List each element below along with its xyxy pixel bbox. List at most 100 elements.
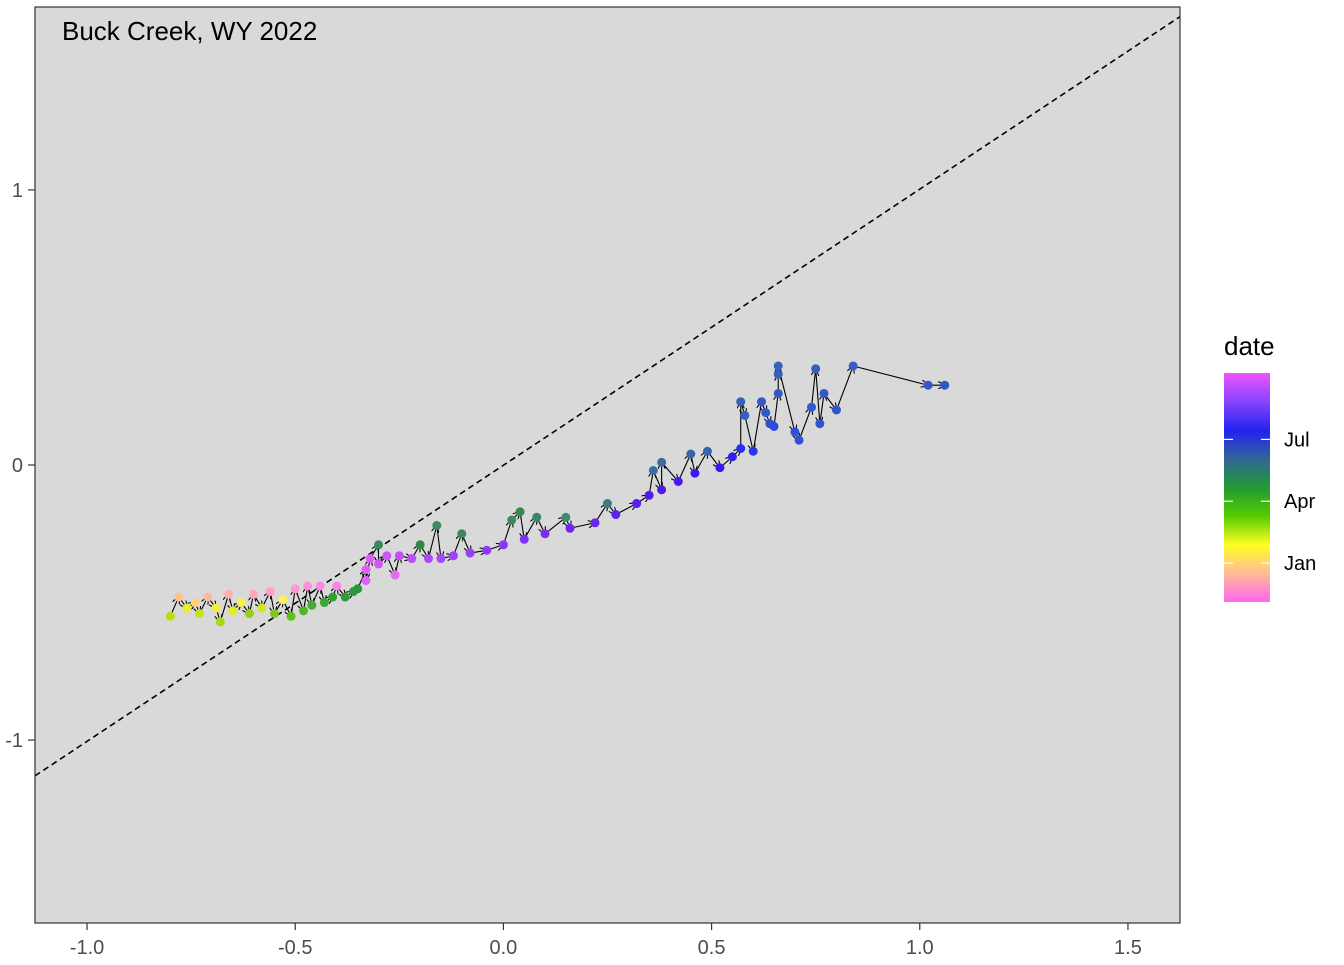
- data-point: [174, 592, 184, 602]
- data-point: [269, 609, 279, 619]
- data-point: [748, 446, 758, 456]
- path-arrow: [677, 454, 690, 482]
- legend-title: date: [1224, 331, 1275, 361]
- data-point: [203, 592, 213, 602]
- data-point: [303, 581, 313, 591]
- data-point: [736, 443, 746, 453]
- data-point: [224, 589, 234, 599]
- x-axis: -1.0 -0.5 0.0 0.5 1.0 1.5: [70, 923, 1142, 959]
- data-point: [319, 598, 329, 608]
- data-point: [328, 592, 338, 602]
- data-point: [565, 523, 575, 533]
- data-point: [532, 512, 542, 522]
- data-point: [690, 468, 700, 478]
- data-point: [773, 369, 783, 379]
- path-arrow: [820, 393, 824, 424]
- data-point: [940, 380, 950, 390]
- legend: date Jul Apr Jan: [1224, 331, 1316, 602]
- path-arrow: [773, 393, 778, 427]
- data-point: [686, 449, 696, 459]
- data-point: [361, 565, 371, 575]
- data-point: [194, 609, 204, 619]
- data-point: [394, 551, 404, 561]
- data-point: [215, 617, 225, 627]
- data-point: [307, 600, 317, 610]
- data-point: [507, 515, 517, 525]
- data-point: [361, 576, 371, 586]
- data-point: [702, 446, 712, 456]
- y-tick-label: -1: [5, 730, 23, 752]
- x-tick-label: -0.5: [278, 937, 312, 959]
- data-point: [211, 603, 221, 613]
- data-point: [190, 598, 200, 608]
- data-point: [632, 499, 642, 509]
- data-point: [415, 540, 425, 550]
- data-point: [769, 421, 779, 431]
- data-point: [436, 554, 446, 564]
- data-point: [236, 598, 246, 608]
- data-point: [165, 611, 175, 621]
- x-tick-label: -1.0: [70, 937, 104, 959]
- path-arrow: [853, 365, 928, 385]
- path-arrow: [436, 525, 441, 559]
- path-arrow: [798, 407, 811, 441]
- x-tick-label: 1.5: [1114, 937, 1142, 959]
- data-point: [727, 452, 737, 462]
- data-point: [457, 529, 467, 539]
- data-point: [374, 559, 383, 569]
- data-point: [244, 609, 254, 619]
- data-point: [611, 510, 621, 520]
- data-point: [290, 584, 300, 594]
- data-point: [515, 507, 525, 517]
- data-point: [519, 534, 529, 544]
- data-point: [757, 397, 767, 407]
- data-point: [811, 364, 821, 374]
- data-point: [228, 606, 238, 616]
- data-point: [353, 584, 363, 594]
- y-axis: -1 0 1: [5, 180, 35, 752]
- x-tick-label: 1.0: [906, 937, 934, 959]
- data-point: [315, 581, 325, 591]
- data-point: [257, 603, 267, 613]
- path-arrow: [520, 511, 524, 540]
- data-point: [465, 548, 475, 558]
- legend-colorbar: [1224, 373, 1270, 602]
- data-point: [482, 545, 492, 555]
- data-point: [807, 402, 817, 412]
- path-arrow: [810, 369, 816, 408]
- data-point: [590, 518, 600, 528]
- data-point: [265, 587, 275, 597]
- x-tick-label: 0.5: [698, 937, 726, 959]
- data-point: [815, 419, 825, 429]
- data-point: [740, 410, 750, 420]
- y-tick-label: 0: [12, 455, 23, 477]
- data-point: [374, 540, 383, 550]
- data-point: [182, 603, 192, 613]
- data-point: [390, 570, 400, 580]
- data-point: [923, 380, 933, 390]
- data-point: [407, 554, 417, 564]
- data-point: [715, 463, 725, 473]
- data-point: [794, 435, 804, 445]
- data-point: [657, 485, 667, 495]
- path-arrow: [815, 368, 820, 424]
- data-point: [848, 361, 858, 371]
- data-point: [432, 521, 442, 531]
- path-arrow: [219, 594, 228, 622]
- data-point: [819, 388, 829, 398]
- reference-line: [35, 15, 1180, 777]
- x-tick-label: 0.0: [490, 937, 518, 959]
- data-point: [603, 499, 612, 509]
- legend-label: Apr: [1284, 491, 1315, 513]
- data-point: [561, 512, 571, 522]
- path-arrow: [427, 526, 436, 559]
- data-point: [657, 457, 667, 467]
- data-point: [540, 529, 550, 539]
- data-point: [498, 540, 508, 550]
- data-point: [332, 581, 342, 591]
- path-arrow: [835, 366, 854, 411]
- data-point: [278, 595, 288, 605]
- data-point: [448, 551, 458, 561]
